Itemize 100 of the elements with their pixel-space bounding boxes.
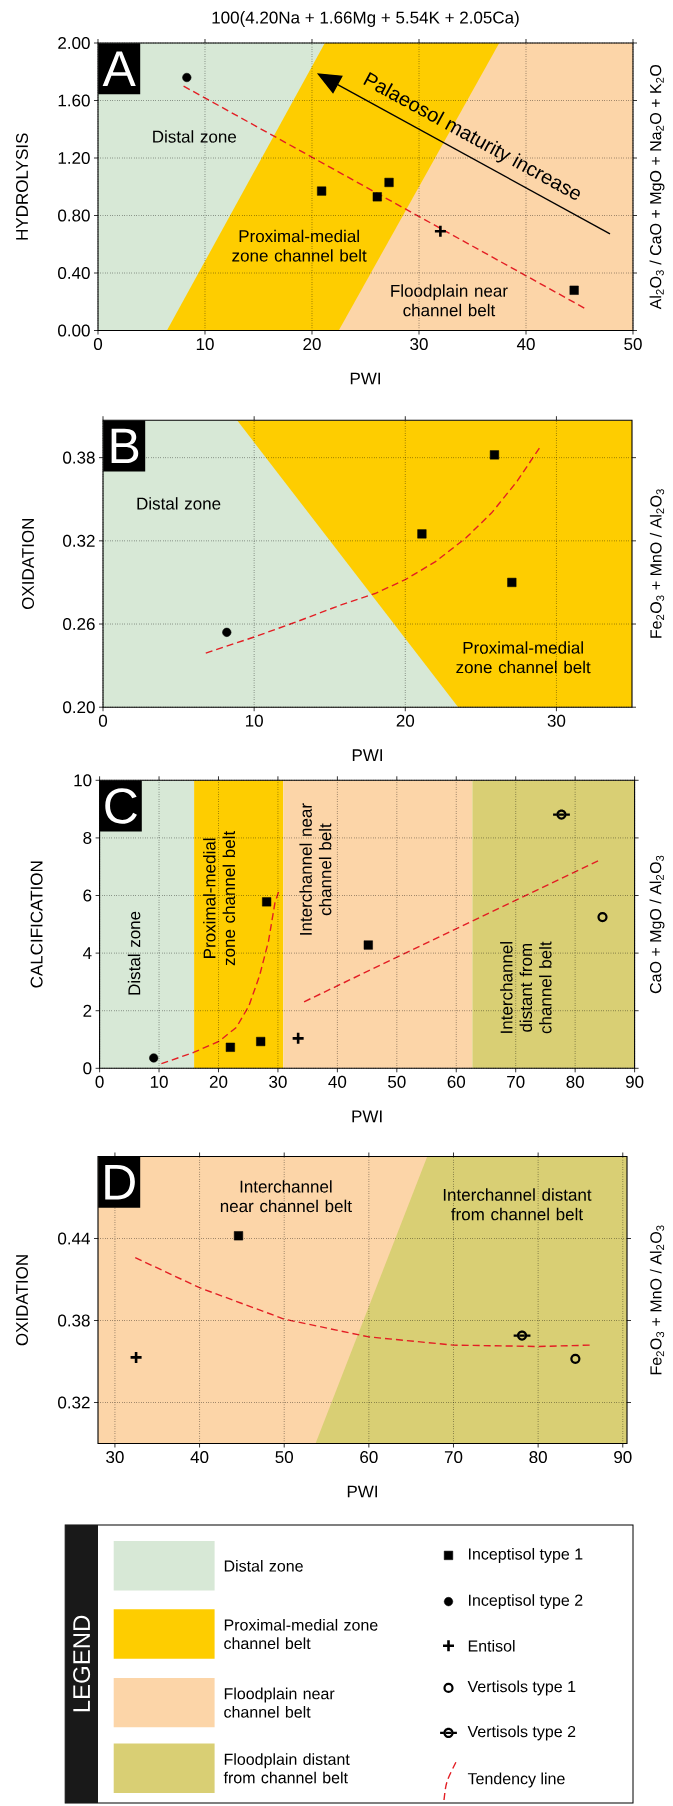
text: Entisol bbox=[468, 1639, 515, 1652]
y-tick-label: 0.20 bbox=[63, 701, 95, 714]
y-tick-label: 0.00 bbox=[58, 324, 90, 337]
x-axis-title: PWI bbox=[350, 372, 380, 385]
y-tick-label: 2.00 bbox=[58, 36, 90, 50]
y-tick-label: 0.32 bbox=[63, 534, 95, 547]
text: Inceptisol type 1 bbox=[469, 1547, 583, 1563]
point bbox=[597, 912, 608, 923]
x-tick-label: 50 bbox=[275, 1451, 294, 1464]
x-tick-label: 60 bbox=[447, 1075, 466, 1088]
text: Al$_{2}$O$_{3}$ / CaO + MgO + Na$_{2}$O + K$_{2}$O bbox=[649, 64, 665, 310]
annotation: B bbox=[111, 428, 139, 464]
point bbox=[222, 627, 232, 637]
text: Vertisols type 2 bbox=[467, 1725, 576, 1741]
x-tick-label: 30 bbox=[269, 1075, 287, 1088]
x-axis-title: PWI bbox=[352, 1110, 382, 1123]
point bbox=[256, 1036, 266, 1047]
chart-title: 100(4.20Na + 1.66Mg + 5.54K + 2.05Ca) bbox=[212, 11, 519, 27]
x-tick-label: 70 bbox=[507, 1075, 525, 1088]
point bbox=[570, 1353, 581, 1364]
text: Proximal-medial zone channel belt bbox=[224, 1618, 378, 1650]
series-label: Proximal-medial zone channel belt bbox=[456, 641, 591, 674]
y-tick-label: 0.40 bbox=[58, 266, 90, 280]
x-tick-label: 0 bbox=[93, 338, 103, 351]
y-tick-label: 10 bbox=[74, 774, 92, 787]
band-label: Proximal-medial zone channel belt bbox=[203, 830, 236, 966]
x-tick-label: 10 bbox=[150, 1075, 168, 1088]
x-tick-label: 20 bbox=[209, 1075, 228, 1088]
y-tick-label: 1.60 bbox=[58, 94, 90, 107]
x-axis-title: PWI bbox=[347, 1485, 377, 1498]
x-tick-label: 90 bbox=[614, 1451, 632, 1464]
x-tick-label: 40 bbox=[516, 338, 535, 351]
series-label: Floodplain near channel belt bbox=[391, 284, 508, 317]
y-tick-label: 0.32 bbox=[58, 1396, 90, 1409]
y-tick-label: 0.26 bbox=[63, 618, 95, 631]
x-tick-label: 0 bbox=[98, 714, 108, 727]
text: Vertisols type 1 bbox=[467, 1680, 576, 1696]
y-tick-label: 0 bbox=[83, 1062, 92, 1075]
x-tick-label: 30 bbox=[106, 1451, 124, 1464]
point bbox=[317, 186, 327, 196]
y-tick-label: 0.38 bbox=[63, 451, 95, 464]
point bbox=[291, 1031, 305, 1046]
band-label: Interchannel distant from channel belt bbox=[500, 941, 552, 1034]
text: Floodplain distant from channel belt bbox=[223, 1753, 350, 1784]
x-tick-label: 90 bbox=[625, 1075, 644, 1088]
y-tick-label: 2 bbox=[83, 1004, 92, 1017]
band-label: Interchannel near channel belt bbox=[299, 803, 332, 935]
x-tick-label: 40 bbox=[190, 1451, 209, 1464]
point bbox=[129, 1350, 143, 1365]
point bbox=[372, 192, 382, 202]
x-tick-label: 20 bbox=[396, 714, 415, 727]
point bbox=[225, 1042, 235, 1052]
x-tick-label: 50 bbox=[624, 338, 642, 351]
text: Distal zone bbox=[224, 1559, 303, 1572]
line-series bbox=[134, 1256, 592, 1348]
x-tick-label: 10 bbox=[196, 338, 214, 351]
series-label: Interchannel near channel belt bbox=[220, 1180, 352, 1213]
x-tick-label: 80 bbox=[529, 1451, 547, 1464]
series-label: Interchannel distant from channel belt bbox=[443, 1188, 592, 1221]
point bbox=[489, 450, 500, 460]
y-axis-title: OXIDATION bbox=[15, 1255, 29, 1346]
y-axis-title: OXIDATION bbox=[21, 518, 35, 610]
point bbox=[384, 177, 394, 187]
y-tick-label: 6 bbox=[83, 889, 92, 902]
x-tick-label: 60 bbox=[360, 1451, 378, 1464]
annotation: D bbox=[105, 1165, 135, 1200]
x-tick-label: 70 bbox=[444, 1451, 463, 1464]
series-label: Distal zone bbox=[137, 497, 221, 510]
y-tick-label: 4 bbox=[83, 947, 92, 959]
y-tick-label: 8 bbox=[83, 831, 92, 844]
annotation: A bbox=[102, 51, 136, 86]
x-tick-label: 20 bbox=[303, 338, 321, 351]
x-tick-label: 10 bbox=[245, 714, 263, 727]
x-tick-label: 80 bbox=[566, 1075, 584, 1088]
x-axis-title: PWI bbox=[352, 749, 382, 762]
y-axis-title: CALCIFICATION bbox=[30, 861, 43, 988]
x-tick-label: 30 bbox=[410, 338, 428, 351]
y-axis-title: HYDROLYSIS bbox=[15, 133, 29, 240]
text: LEGEND bbox=[73, 1615, 91, 1712]
y2-axis-title: CaO + MgO / Al$_{2}$O$_{3}$ bbox=[649, 855, 665, 994]
y-tick-label: 0.80 bbox=[58, 209, 90, 222]
point bbox=[149, 1053, 159, 1063]
y2-axis-title: Fe$_{2}$O$_{3}$ + MnO / Al$_{2}$O$_{3}$ bbox=[649, 1225, 665, 1375]
point bbox=[507, 577, 517, 587]
band-label: Distal zone bbox=[127, 911, 141, 995]
x-tick-label: 30 bbox=[547, 714, 566, 727]
point bbox=[569, 285, 579, 295]
x-tick-label: 40 bbox=[328, 1075, 347, 1088]
point bbox=[262, 897, 272, 907]
point bbox=[433, 224, 448, 239]
point bbox=[233, 1231, 244, 1241]
text: Floodplain near channel belt bbox=[224, 1687, 335, 1718]
text: Tendency line bbox=[467, 1772, 565, 1788]
y2-axis-title: Fe$_{2}$O$_{3}$ + MnO / Al$_{2}$O$_{3}$ bbox=[649, 489, 665, 638]
point bbox=[417, 529, 427, 539]
text: Inceptisol type 2 bbox=[469, 1594, 583, 1610]
series-label: Distal zone bbox=[153, 130, 237, 143]
x-tick-label: 50 bbox=[388, 1075, 406, 1088]
annotation: C bbox=[105, 788, 137, 824]
point bbox=[363, 940, 373, 950]
